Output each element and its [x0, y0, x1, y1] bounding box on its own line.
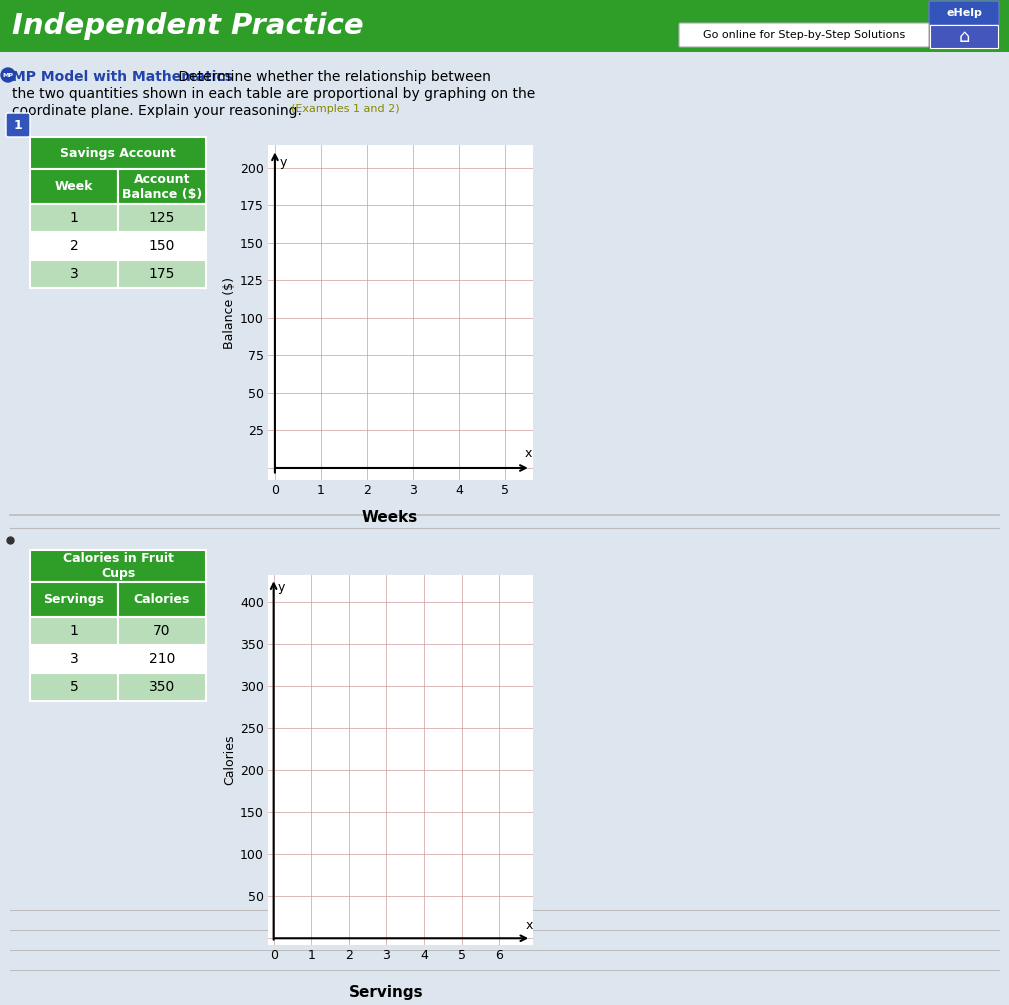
Bar [118, 617, 206, 645]
Bar [118, 645, 206, 673]
Text: y: y [277, 581, 285, 594]
Bar [930, 25, 998, 48]
Text: Independent Practice: Independent Practice [12, 12, 363, 40]
Text: 125: 125 [148, 211, 176, 225]
Text: y: y [279, 156, 287, 169]
Text: the two quantities shown in each table are proportional by graphing on the: the two quantities shown in each table a… [12, 87, 535, 100]
Bar [118, 232, 206, 260]
Circle shape [1, 68, 15, 82]
Text: x: x [525, 447, 532, 460]
Text: 350: 350 [149, 680, 176, 694]
Y-axis label: Balance ($): Balance ($) [223, 276, 236, 349]
Text: x: x [526, 919, 533, 932]
Text: 1: 1 [70, 211, 79, 225]
FancyBboxPatch shape [929, 1, 999, 25]
Text: Account
Balance ($): Account Balance ($) [122, 173, 202, 201]
FancyBboxPatch shape [6, 113, 30, 137]
Text: Savings Account: Savings Account [61, 147, 176, 160]
Text: Weeks: Weeks [362, 511, 419, 525]
Bar [30, 582, 118, 617]
Bar [0, 0, 1009, 52]
Bar [118, 260, 206, 288]
Text: 1: 1 [70, 624, 79, 638]
Text: coordinate plane. Explain your reasoning.: coordinate plane. Explain your reasoning… [12, 104, 302, 118]
Bar [30, 204, 118, 232]
Text: 5: 5 [70, 680, 79, 694]
Text: ⌂: ⌂ [959, 28, 970, 46]
Text: 2: 2 [70, 239, 79, 253]
Text: eHelp: eHelp [946, 8, 982, 18]
Bar [30, 645, 118, 673]
Text: 175: 175 [148, 267, 176, 281]
Text: Go online for Step-by-Step Solutions: Go online for Step-by-Step Solutions [703, 30, 905, 40]
Text: 3: 3 [70, 652, 79, 666]
Text: 3: 3 [70, 267, 79, 281]
Text: 150: 150 [148, 239, 176, 253]
Bar [30, 137, 206, 169]
Text: 210: 210 [148, 652, 176, 666]
Text: Determine whether the relationship between: Determine whether the relationship betwe… [174, 70, 490, 84]
Text: (Examples 1 and 2): (Examples 1 and 2) [284, 104, 400, 114]
Bar [30, 169, 118, 204]
Bar [118, 582, 206, 617]
Bar [30, 617, 118, 645]
Bar [118, 204, 206, 232]
Y-axis label: Calories: Calories [223, 735, 236, 785]
FancyBboxPatch shape [679, 23, 929, 47]
Bar [30, 673, 118, 701]
Text: 70: 70 [153, 624, 171, 638]
Bar [30, 260, 118, 288]
Text: MP Model with Mathematics: MP Model with Mathematics [12, 70, 233, 84]
Text: Calories in Fruit
Cups: Calories in Fruit Cups [63, 552, 174, 580]
Text: Servings: Servings [43, 593, 105, 606]
Text: MP: MP [2, 72, 13, 77]
Text: 1: 1 [14, 119, 22, 132]
Bar [30, 232, 118, 260]
Text: Week: Week [54, 180, 93, 193]
Bar [30, 550, 206, 582]
Text: Calories: Calories [134, 593, 190, 606]
Bar [118, 169, 206, 204]
Bar [118, 673, 206, 701]
Text: Servings: Servings [349, 985, 424, 1000]
